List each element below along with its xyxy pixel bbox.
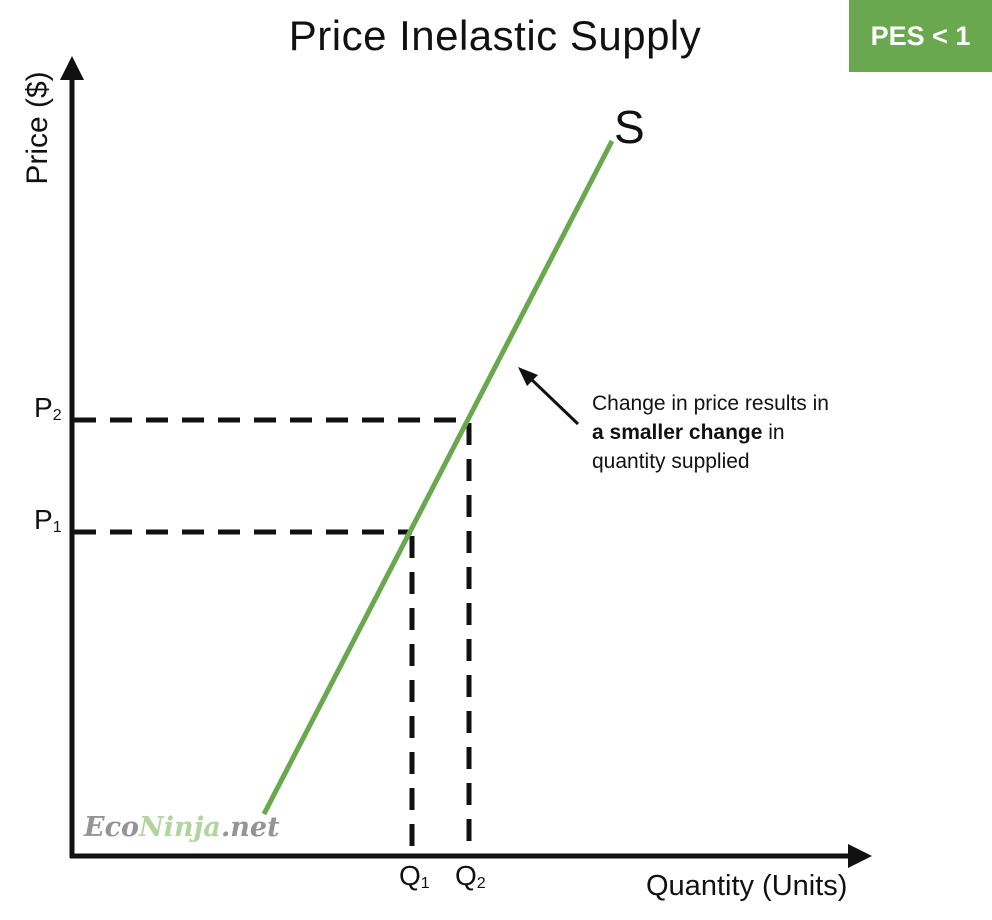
elasticity-annotation: Change in price results in a smaller cha… xyxy=(592,389,892,476)
price-label-p2: P2 xyxy=(34,392,62,424)
annotation-line-2: a smaller change in xyxy=(592,418,892,447)
x-axis-arrow-icon xyxy=(848,844,872,868)
annotation-line-1: Change in price results in xyxy=(592,392,829,415)
y-axis-label: Price ($) xyxy=(21,71,54,185)
y-axis-arrow-icon xyxy=(60,56,84,80)
annotation-line-3: quantity supplied xyxy=(592,450,750,473)
annotation-arrow-line xyxy=(528,376,580,426)
pes-badge: PES < 1 xyxy=(849,0,992,72)
annotation-emphasis: a smaller change xyxy=(592,421,763,444)
quantity-label-q1: Q1 xyxy=(399,860,430,892)
price-label-p1: P1 xyxy=(34,504,62,536)
diagram-title: Price Inelastic Supply xyxy=(288,12,702,59)
x-axis-label: Quantity (Units) xyxy=(646,870,848,902)
econinja-watermark-logo: EcoNinja.net xyxy=(84,812,280,843)
annotation-arrow-icon xyxy=(518,367,538,386)
annotation-line-2-rest: in xyxy=(762,421,785,444)
supply-curve xyxy=(261,139,615,816)
supply-curve-label: S xyxy=(614,101,645,153)
quantity-label-q2: Q2 xyxy=(455,860,486,892)
